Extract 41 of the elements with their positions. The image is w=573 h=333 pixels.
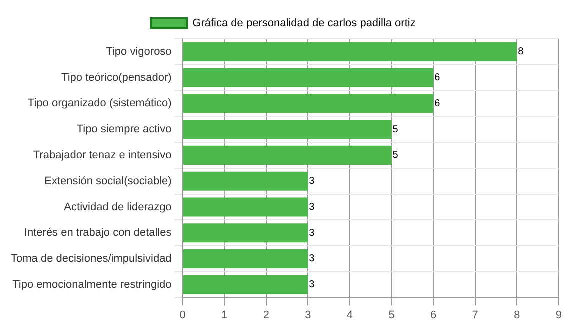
- y-tick-label: Trabajador tenaz e intensivo: [33, 149, 172, 162]
- x-tick-label: 2: [263, 309, 270, 322]
- bar: [183, 68, 434, 88]
- bar: [183, 146, 392, 165]
- y-tick-label: Toma de decisiones/impulsividad: [10, 253, 172, 266]
- x-tick-label: 9: [556, 309, 562, 322]
- bar: [183, 172, 308, 191]
- legend-label: Gráfica de personalidad de carlos padilla ortiz: [192, 18, 416, 30]
- data-label: 3: [309, 202, 316, 213]
- data-label: 3: [309, 228, 316, 239]
- x-tick-label: 1: [222, 309, 228, 322]
- data-label: 8: [518, 46, 524, 58]
- y-tick-label: Tipo siempre activo: [76, 124, 172, 136]
- bar: [183, 249, 308, 269]
- data-label: 6: [434, 72, 441, 84]
- y-tick-label: Tipo teórico(pensador): [62, 72, 172, 84]
- y-tick-label: Interés en trabajo con detalles: [24, 227, 172, 240]
- y-tick-label: Extensión social(sociable): [44, 175, 172, 188]
- x-tick-label: 8: [514, 309, 520, 322]
- y-tick-label: Actividad de liderazgo: [64, 201, 172, 214]
- x-tick-label: 5: [388, 309, 395, 322]
- bar: [183, 198, 308, 217]
- data-label: 5: [392, 124, 399, 136]
- x-tick-label: 6: [430, 309, 437, 322]
- bar: [183, 275, 308, 294]
- bar: [183, 224, 308, 243]
- data-label: 3: [309, 254, 316, 265]
- x-tick-label: 7: [472, 309, 478, 322]
- x-tick-label: 4: [346, 309, 354, 322]
- y-tick-label: Tipo organizado (sistemático): [28, 98, 172, 110]
- data-label: 3: [309, 280, 316, 291]
- y-tick-label: Tipo vigoroso: [106, 46, 172, 58]
- x-tick-label: 3: [305, 309, 312, 322]
- bar: [183, 120, 392, 140]
- data-label: 3: [309, 176, 316, 188]
- bar: [183, 94, 434, 114]
- y-tick-label: Tipo emocionalmente restringido: [12, 278, 172, 291]
- x-tick-label: 0: [180, 309, 186, 322]
- data-label: 5: [392, 150, 399, 162]
- bar: [183, 42, 518, 62]
- data-label: 6: [434, 98, 441, 110]
